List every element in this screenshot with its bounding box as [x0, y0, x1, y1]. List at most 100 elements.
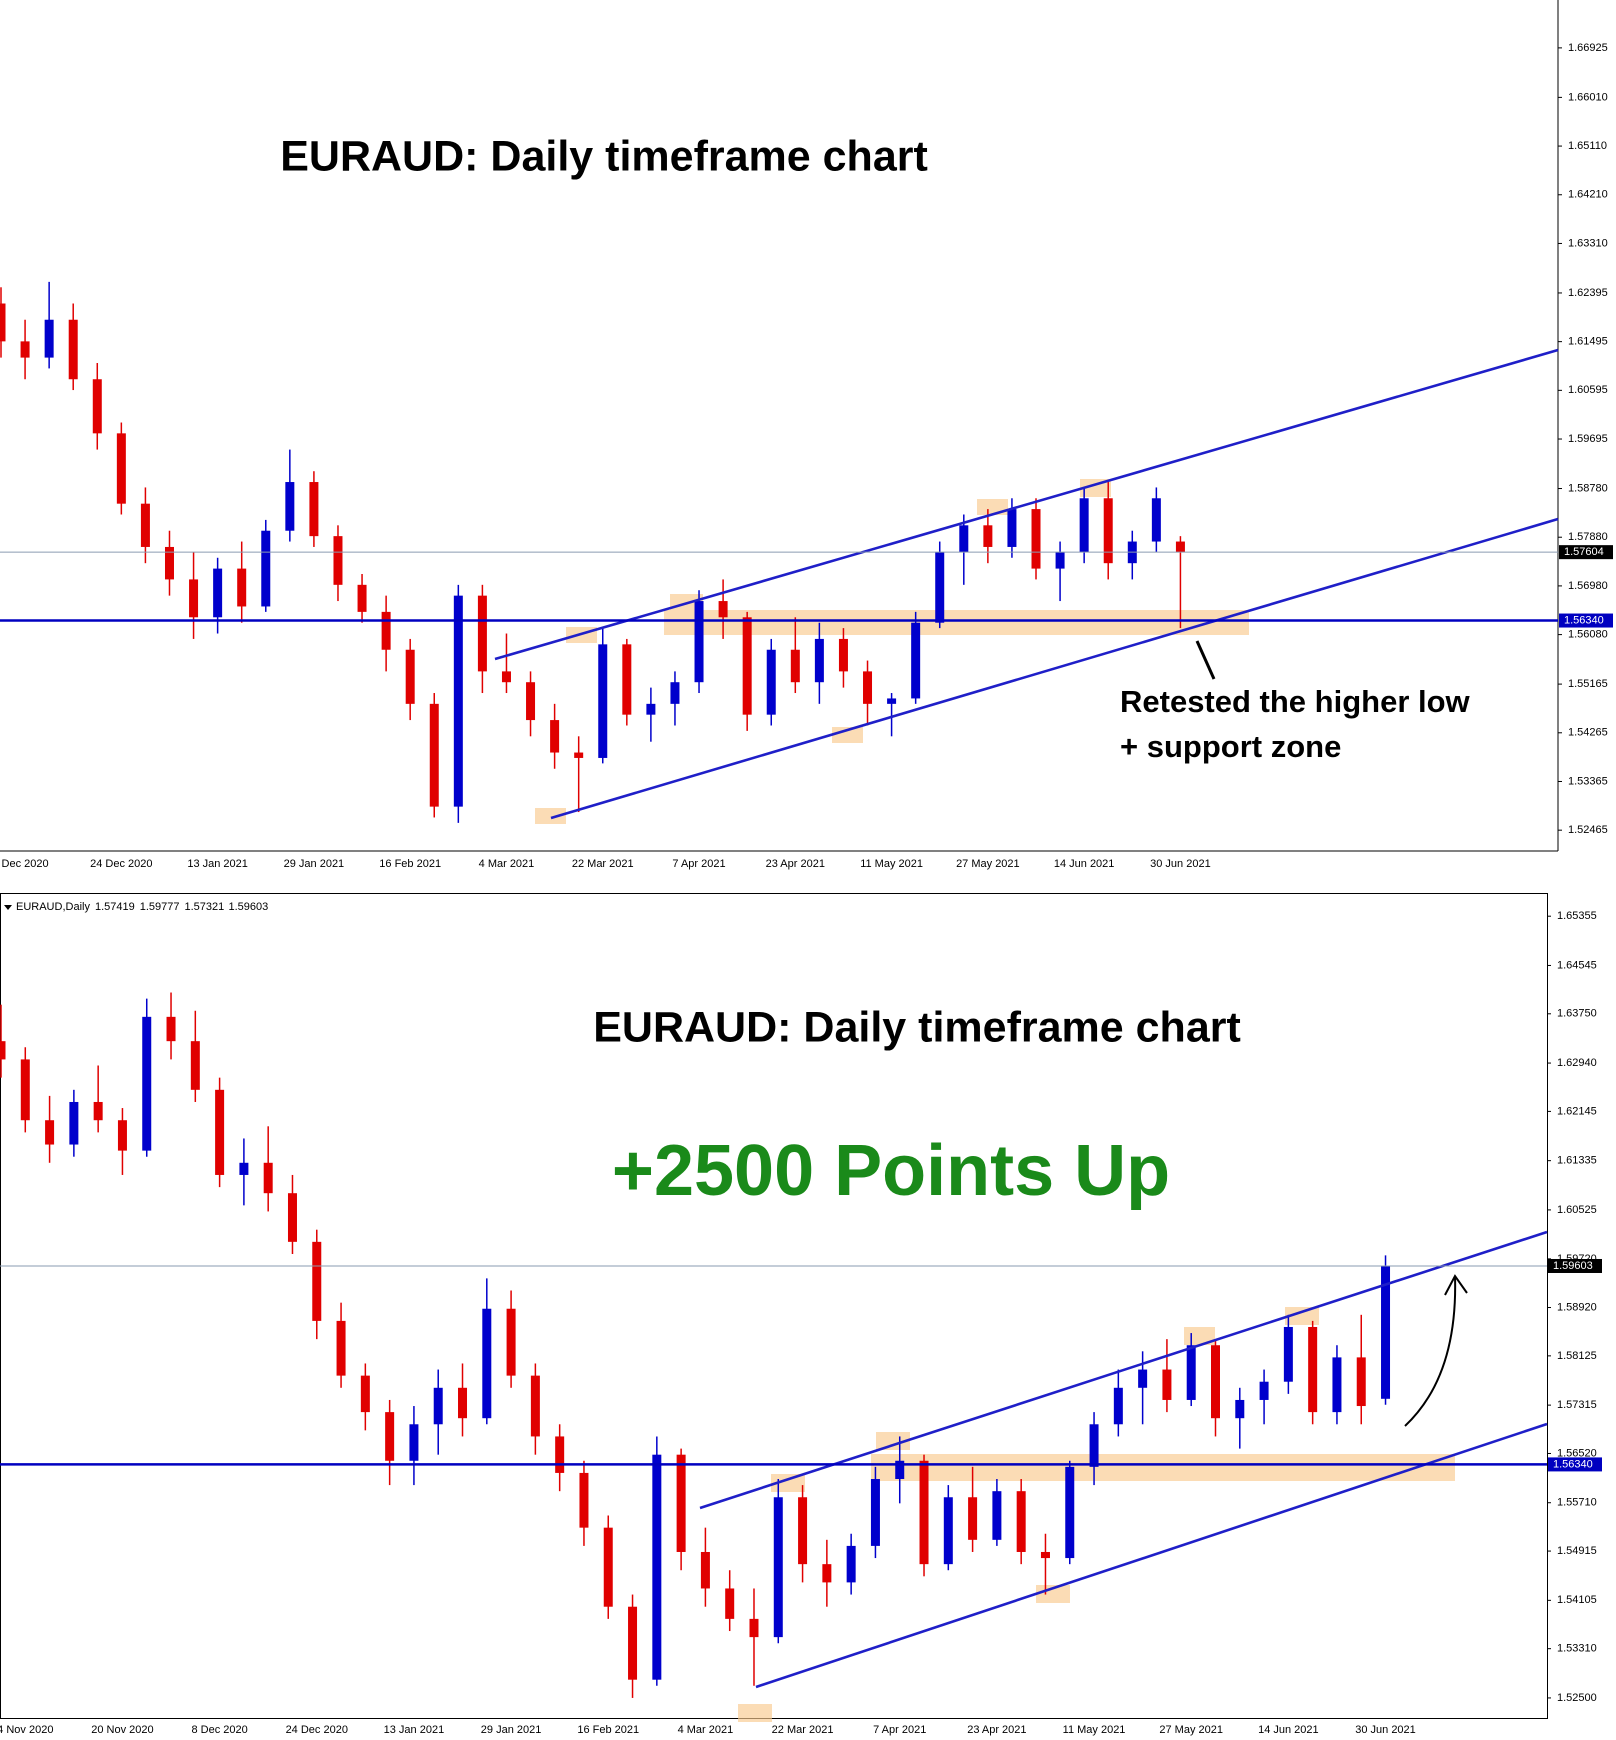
candle-body — [798, 1497, 808, 1565]
y-tick-label: 1.65110 — [1568, 140, 1607, 152]
candle-body — [1103, 498, 1113, 564]
x-tick-label: Dec 2020 — [2, 858, 49, 870]
candle-body — [1308, 1326, 1318, 1413]
candle-body — [215, 1089, 225, 1175]
ohlc-value: 1.57419 — [95, 901, 135, 913]
pointer-line — [1195, 640, 1216, 680]
up-arrow — [1404, 1274, 1468, 1427]
candle-body — [336, 1320, 346, 1376]
candle-body — [646, 703, 656, 715]
candle-body — [117, 1120, 127, 1151]
candle-body — [773, 1497, 783, 1638]
y-tick-label: 1.54265 — [1568, 727, 1608, 739]
x-tick-label: 22 Mar 2021 — [772, 1724, 834, 1736]
candle-body — [285, 482, 295, 531]
candle-body — [1079, 498, 1089, 553]
channel-line — [699, 1230, 1548, 1510]
x-tick-label: 16 Feb 2021 — [577, 1724, 639, 1736]
y-tick-label: 1.52500 — [1557, 1692, 1597, 1704]
candle-body — [93, 1101, 103, 1121]
candle-body — [20, 1059, 30, 1121]
candle-body — [458, 1387, 468, 1419]
y-tick-label: 1.55710 — [1557, 1497, 1597, 1509]
candle-body — [237, 568, 247, 607]
candle-body — [140, 503, 150, 547]
candle-body — [69, 1101, 79, 1145]
y-tick-label: 1.52465 — [1568, 824, 1608, 836]
price-label: 1.57604 — [1564, 546, 1604, 558]
candle-body — [1055, 552, 1065, 569]
candle-body — [189, 579, 199, 618]
annotation: + support zone — [1120, 729, 1341, 764]
candle-body — [603, 1527, 613, 1607]
symbol-header: EURAUD,Daily 1.57419 1.59777 1.57321 1.59603 — [16, 901, 268, 913]
y-tick-label: 1.56080 — [1568, 629, 1608, 641]
y-tick-label: 1.61335 — [1557, 1155, 1597, 1167]
candle-body — [1016, 1491, 1026, 1552]
candle-body — [506, 1308, 516, 1376]
y-tick-label: 1.61495 — [1568, 336, 1608, 348]
candle-body — [846, 1545, 856, 1583]
candle-body — [870, 1479, 880, 1546]
candle-body — [742, 617, 752, 715]
candle-body — [142, 1016, 152, 1151]
y-tick-label: 1.57315 — [1557, 1399, 1597, 1411]
candle-body — [287, 1193, 297, 1242]
swing-box — [738, 1704, 772, 1722]
candle-body — [1283, 1326, 1293, 1382]
candle-body — [1113, 1387, 1123, 1425]
trend-channels — [494, 348, 1559, 1689]
x-tick-label: 16 Feb 2021 — [379, 858, 441, 870]
candle-body — [357, 584, 367, 612]
candle-body — [790, 649, 800, 683]
candle-body — [166, 1016, 176, 1042]
channel-line — [550, 517, 1559, 820]
candle-body — [919, 1460, 929, 1565]
candle-body — [935, 552, 945, 623]
candle-body — [555, 1436, 565, 1473]
y-tick-label: 1.58780 — [1568, 482, 1608, 494]
candle-body — [983, 525, 993, 547]
y-tick-label: 1.64210 — [1568, 189, 1608, 201]
x-tick-label: 29 Jan 2021 — [284, 858, 345, 870]
candle-body — [1332, 1357, 1342, 1413]
y-tick-label: 1.53365 — [1568, 775, 1608, 787]
support-label: 1.56340 — [1553, 1458, 1593, 1470]
y-tick-label: 1.60525 — [1557, 1204, 1597, 1216]
candle-body — [405, 649, 415, 704]
candle-body — [92, 379, 102, 434]
x-tick-label: 8 Dec 2020 — [191, 1724, 247, 1736]
candle-body — [579, 1472, 589, 1528]
candle-body — [530, 1375, 540, 1437]
y-tick-label: 1.63750 — [1557, 1008, 1597, 1020]
menu-icon — [4, 905, 12, 910]
x-tick-label: 14 Jun 2021 — [1258, 1724, 1319, 1736]
candle-body — [598, 644, 608, 758]
candle-body — [433, 1387, 443, 1425]
candle-body — [20, 341, 30, 358]
candle-body — [309, 482, 319, 537]
candle-body — [694, 601, 704, 683]
candle-body — [312, 1241, 322, 1321]
candle-body — [429, 703, 439, 807]
ohlc-value: 1.57321 — [185, 901, 225, 913]
x-tick-label: 20 Nov 2020 — [91, 1724, 153, 1736]
candle-body — [0, 1041, 6, 1060]
candle-body — [453, 595, 463, 807]
swing-box — [876, 1432, 910, 1450]
x-tick-label: 30 Jun 2021 — [1355, 1724, 1416, 1736]
x-tick-label: 23 Apr 2021 — [967, 1724, 1026, 1736]
y-tick-label: 1.57880 — [1568, 531, 1608, 543]
panel-frame — [0, 893, 1548, 1719]
x-tick-label: 24 Dec 2020 — [90, 858, 152, 870]
candle-body — [718, 601, 728, 618]
candle-body — [676, 1454, 686, 1552]
candle-body — [526, 682, 536, 721]
x-tick-label: 7 Apr 2021 — [672, 858, 725, 870]
x-tick-label: 7 Apr 2021 — [873, 1724, 926, 1736]
candle-body — [1211, 1345, 1220, 1419]
support-label-bg — [1559, 613, 1613, 628]
y-tick-label: 1.55165 — [1568, 678, 1608, 690]
swing-box — [1036, 1585, 1070, 1603]
channel-line — [755, 1422, 1548, 1689]
